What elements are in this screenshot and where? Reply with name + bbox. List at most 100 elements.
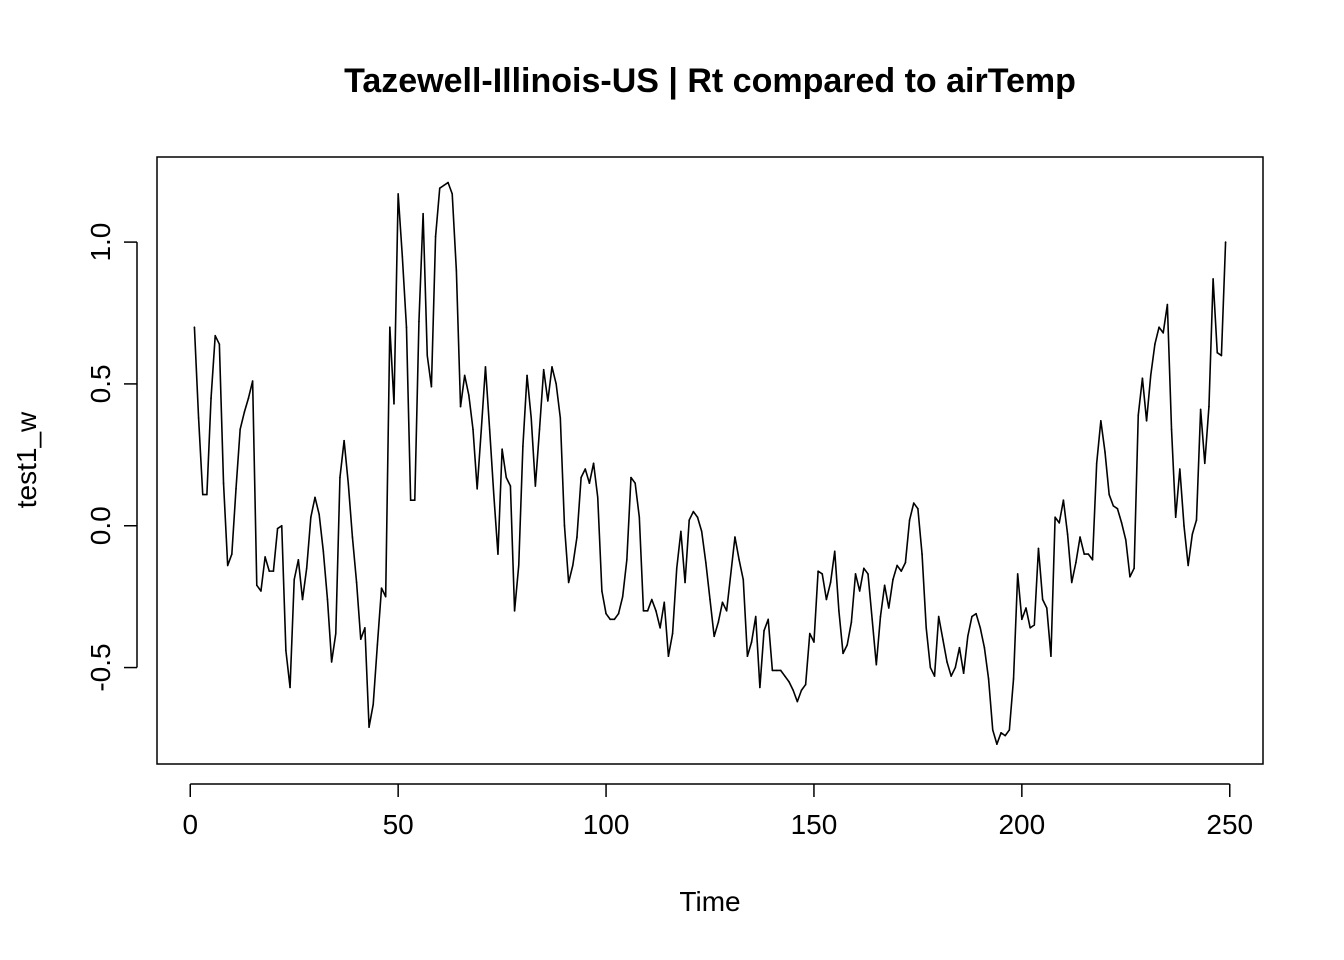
data-point: [355, 581, 358, 584]
data-point: [900, 570, 903, 572]
data-point: [725, 610, 728, 612]
data-point: [459, 405, 462, 408]
data-point: [1095, 462, 1098, 465]
data-point: [808, 632, 811, 635]
data-point: [966, 635, 969, 638]
data-point: [580, 476, 582, 479]
data-point: [530, 417, 533, 419]
y-axis: -0.5 0.0 0.5 1.0: [85, 223, 138, 692]
data-point: [729, 573, 732, 575]
data-point: [829, 581, 832, 584]
data-point: [846, 644, 849, 646]
data-point: [339, 476, 341, 479]
data-point: [621, 595, 624, 598]
data-point: [626, 558, 628, 561]
data-point: [721, 601, 724, 604]
data-point: [759, 686, 761, 689]
data-point: [1050, 655, 1052, 658]
data-point: [1212, 278, 1214, 280]
data-point: [285, 649, 287, 652]
data-point: [243, 411, 246, 414]
data-point: [214, 334, 217, 337]
data-point: [1070, 581, 1073, 584]
data-point: [305, 567, 308, 570]
x-axis-label: Time: [679, 886, 740, 917]
data-point: [896, 564, 898, 567]
data-point: [684, 581, 686, 584]
data-point: [833, 550, 836, 553]
x-axis: 0 50 100 150 200 250: [182, 783, 1253, 840]
data-point: [1129, 575, 1131, 578]
data-point: [771, 669, 774, 672]
data-point: [293, 578, 296, 581]
data-point: [1158, 326, 1160, 328]
data-point: [551, 366, 553, 368]
x-tick-label: 100: [583, 809, 630, 840]
data-point: [946, 661, 948, 663]
data-point: [563, 524, 566, 527]
data-point: [588, 482, 591, 484]
data-point: [659, 627, 661, 629]
x-tick-label: 0: [182, 809, 198, 840]
data-point: [634, 482, 636, 484]
data-point: [272, 570, 275, 572]
data-point: [376, 644, 379, 646]
data-point: [1116, 507, 1119, 510]
data-point: [1179, 468, 1181, 470]
data-point: [1004, 734, 1007, 737]
data-point: [1191, 533, 1194, 536]
data-point: [488, 428, 491, 431]
data-point: [667, 655, 670, 658]
data-point: [825, 598, 828, 601]
data-point: [705, 561, 707, 564]
data-point: [983, 646, 986, 649]
data-point: [193, 326, 196, 328]
data-point: [1008, 729, 1011, 731]
data-point: [1058, 522, 1061, 524]
data-point: [297, 558, 300, 561]
data-point: [443, 184, 445, 187]
data-point: [1183, 524, 1185, 527]
data-point: [788, 680, 790, 683]
data-point: [463, 374, 466, 377]
data-point: [218, 343, 221, 346]
data-point: [584, 468, 587, 470]
data-point: [201, 493, 204, 496]
data-point: [1045, 607, 1048, 609]
data-point: [547, 400, 549, 402]
data-point: [276, 527, 279, 530]
data-point: [1029, 627, 1031, 629]
data-points: [193, 181, 1227, 745]
data-point: [1012, 678, 1015, 680]
data-point: [1079, 536, 1081, 538]
data-point: [883, 584, 886, 587]
data-point: [368, 726, 370, 728]
data-point: [696, 516, 699, 519]
data-point: [912, 502, 915, 504]
data-point: [231, 553, 233, 555]
data-point: [372, 703, 375, 706]
data-point: [775, 669, 778, 672]
data-point: [384, 595, 387, 598]
data-point: [680, 530, 682, 533]
data-point: [255, 584, 258, 587]
data-point: [962, 672, 965, 675]
data-point: [1087, 553, 1090, 555]
data-point: [239, 428, 241, 431]
data-point: [484, 366, 487, 368]
data-point: [921, 553, 923, 555]
data-point: [405, 326, 408, 328]
data-point: [1154, 343, 1156, 346]
y-axis-label: test1_w: [11, 411, 42, 508]
data-point: [655, 610, 657, 612]
data-point: [251, 380, 254, 382]
data-point: [555, 383, 557, 385]
data-point: [838, 610, 840, 612]
data-point: [534, 485, 537, 487]
chart-title: Tazewell-Illinois-US | Rt compared to ai…: [344, 62, 1076, 100]
data-point: [863, 567, 865, 570]
data-point: [875, 663, 878, 666]
data-point: [197, 417, 200, 419]
data-point: [268, 570, 271, 572]
data-point: [393, 402, 395, 405]
